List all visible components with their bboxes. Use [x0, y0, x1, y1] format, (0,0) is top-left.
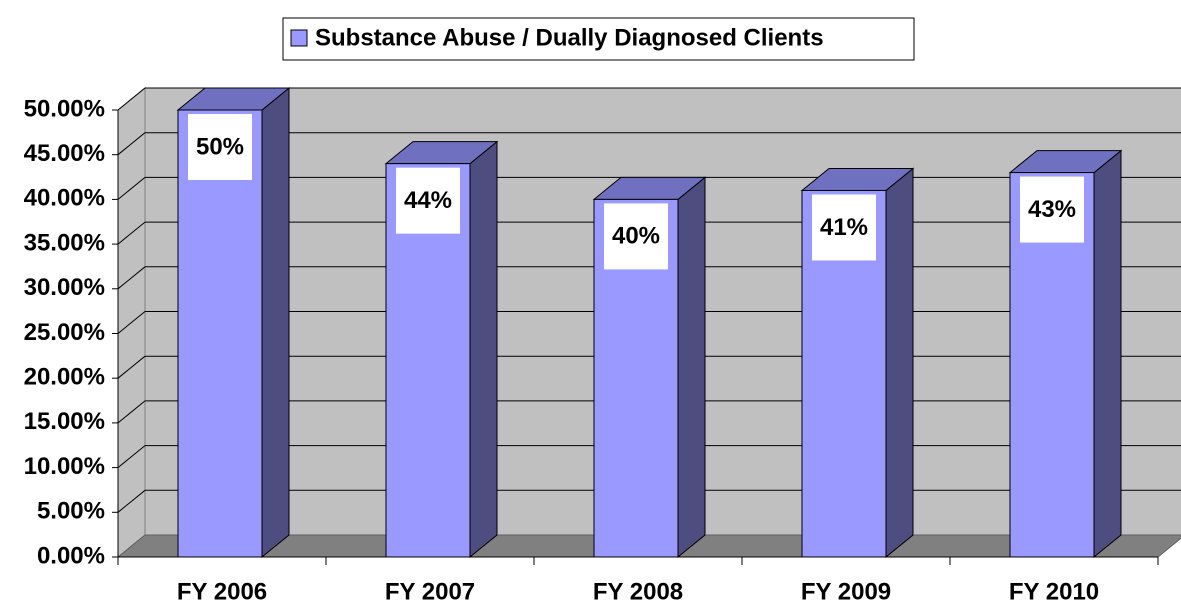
grid-line: [117, 177, 146, 200]
bar: [177, 109, 263, 558]
y-tick-label: 25.00%: [24, 319, 105, 346]
bar-side: [261, 86, 290, 559]
y-tick-label: 0.00%: [37, 542, 105, 569]
y-tick-label: 30.00%: [24, 274, 105, 301]
data-label: 44%: [404, 187, 452, 214]
y-tick-label: 15.00%: [24, 408, 105, 435]
grid-line: [117, 221, 146, 245]
data-label-box: [188, 114, 252, 180]
legend-box: [282, 17, 915, 61]
bar-side: [677, 176, 706, 559]
data-label-box: [604, 203, 668, 270]
x-tick-label: FY 2009: [801, 578, 891, 605]
x-tick-label: FY 2006: [177, 578, 267, 605]
data-label: 41%: [820, 214, 868, 241]
y-tick-label: 35.00%: [24, 229, 105, 256]
grid-line: [117, 489, 146, 513]
y-tick-label: 20.00%: [24, 364, 105, 391]
grid-line: [117, 355, 146, 379]
legend-swatch: [290, 29, 308, 47]
grid-line: [117, 400, 146, 424]
data-label-box: [1020, 176, 1084, 243]
grid-line: [117, 266, 146, 290]
bar-side: [1093, 149, 1122, 559]
legend-label: Substance Abuse / Dually Diagnosed Clien…: [315, 24, 824, 51]
y-tick-label: 40.00%: [24, 185, 105, 212]
x-tick-label: FY 2008: [593, 578, 683, 605]
bar-side: [885, 167, 914, 559]
grid-line: [117, 132, 146, 156]
bar-side: [469, 140, 498, 559]
grid-line: [117, 445, 146, 468]
y-tick-label: 50.00%: [24, 95, 105, 122]
y-tick-label: 5.00%: [37, 498, 105, 525]
grid-line: [117, 87, 146, 111]
x-tick-label: FY 2007: [385, 578, 475, 605]
data-label-box: [396, 167, 460, 234]
data-label-box: [812, 194, 876, 261]
x-tick-label: FY 2010: [1009, 578, 1099, 605]
data-label: 40%: [612, 223, 660, 250]
data-label: 50%: [196, 133, 244, 160]
y-tick-label: 45.00%: [24, 140, 105, 167]
data-label: 43%: [1028, 196, 1076, 223]
grid-line: [117, 311, 146, 334]
y-tick-label: 10.00%: [24, 453, 105, 480]
